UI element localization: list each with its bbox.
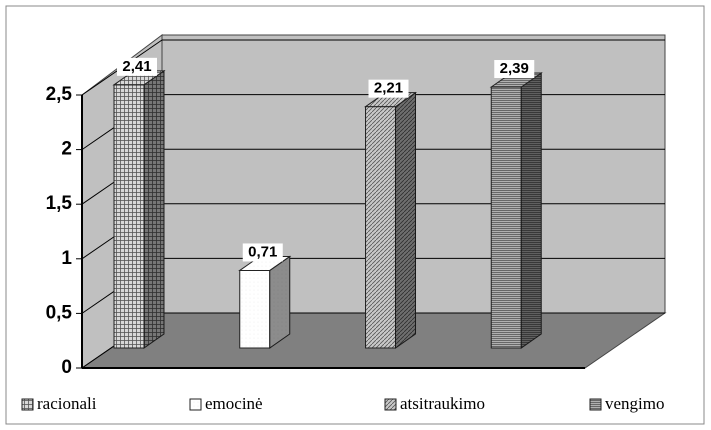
value-label: 2,39 bbox=[500, 60, 529, 77]
legend-swatch bbox=[589, 398, 602, 411]
y-tick-label: 1 bbox=[61, 248, 72, 269]
bar bbox=[365, 106, 397, 349]
bar-side-shade bbox=[395, 92, 416, 348]
y-tick-label: 2,5 bbox=[46, 84, 73, 105]
legend-swatch bbox=[21, 398, 34, 411]
value-label-bg bbox=[494, 60, 535, 79]
legend-label: vengimo bbox=[605, 394, 665, 413]
legend-swatch bbox=[384, 398, 397, 411]
y-tick-label: 0,5 bbox=[46, 302, 73, 323]
legend-label: emocinė bbox=[205, 394, 263, 413]
y-tick-label: 2 bbox=[61, 139, 72, 160]
value-label-bg bbox=[242, 243, 283, 262]
bar-side-shade bbox=[269, 256, 290, 348]
value-label: 2,21 bbox=[374, 80, 403, 97]
value-label: 2,41 bbox=[122, 58, 151, 75]
bar-side-shade bbox=[144, 70, 165, 348]
bar-side-shade bbox=[521, 73, 542, 349]
bar bbox=[239, 269, 271, 349]
legend-label: racionali bbox=[37, 394, 97, 413]
legend-label: atsitraukimo bbox=[400, 394, 485, 413]
value-label-bg bbox=[368, 79, 409, 98]
bar bbox=[113, 84, 145, 349]
y-tick-label: 1,5 bbox=[46, 193, 73, 214]
legend-swatch bbox=[189, 398, 202, 411]
y-tick-label: 0 bbox=[61, 357, 72, 378]
value-label-bg bbox=[117, 57, 158, 76]
bar bbox=[490, 86, 522, 349]
value-label: 0,71 bbox=[248, 243, 277, 260]
